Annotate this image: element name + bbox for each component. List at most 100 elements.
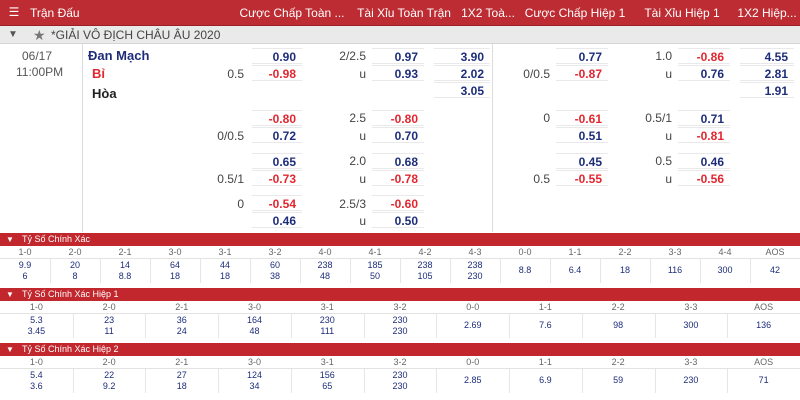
score-odds-home[interactable]: 156: [319, 370, 335, 380]
score-odds-home[interactable]: 164: [247, 315, 263, 325]
score-odds-away[interactable]: 3.45: [27, 326, 46, 336]
score-odds-home[interactable]: 9.9: [18, 260, 32, 270]
score-odds-home[interactable]: 2.85: [463, 375, 482, 385]
ft-ou-over-odds[interactable]: 0.97: [372, 48, 424, 64]
score-odds-home[interactable]: 23: [104, 315, 115, 325]
score-odds-away[interactable]: 230: [392, 326, 408, 336]
score-odds-away[interactable]: 3.6: [30, 381, 43, 391]
score-odds-home[interactable]: 7.6: [539, 320, 552, 330]
alt2-hcp-top[interactable]: 0.65: [252, 153, 302, 169]
score-odds-away[interactable]: 50: [369, 271, 380, 281]
ft-hcp-home-odds[interactable]: 0.90: [252, 48, 302, 64]
score-odds-away[interactable]: 24: [176, 326, 187, 336]
home-team[interactable]: Đan Mạch: [88, 48, 150, 63]
league-row[interactable]: ▼ ★ *GIẢI VÔ ĐỊCH CHÂU ÂU 2020: [0, 26, 800, 44]
score-odds-away[interactable]: 38: [269, 271, 280, 281]
ft-1x2-draw[interactable]: 3.05: [434, 82, 490, 98]
score-odds-home[interactable]: 230: [319, 315, 335, 325]
ft-1x2-home[interactable]: 3.90: [434, 48, 490, 64]
score-odds-away[interactable]: 230: [467, 271, 483, 281]
score-odds-away[interactable]: 11: [104, 326, 114, 336]
score-odds-home[interactable]: 5.3: [30, 315, 43, 325]
score-odds-home[interactable]: 238: [417, 260, 433, 270]
col-ft-overunder[interactable]: Tài Xỉu Toàn Trận: [357, 6, 451, 20]
score-odds-away[interactable]: 111: [320, 326, 335, 336]
score-odds-home[interactable]: 2.69: [463, 320, 482, 330]
score-odds-home[interactable]: 230: [683, 375, 699, 385]
score-odds-home[interactable]: 116: [667, 265, 683, 275]
score-odds-away[interactable]: 105: [417, 271, 433, 281]
col-h1-handicap[interactable]: Cược Chấp Hiệp 1: [524, 6, 626, 20]
score-odds-home[interactable]: 136: [756, 320, 772, 330]
alt1-h1-hcp-bot[interactable]: 0.51: [556, 127, 608, 143]
score-odds-home[interactable]: 27: [176, 370, 187, 380]
score-odds-home[interactable]: 300: [717, 265, 733, 275]
h1-1x2-home[interactable]: 4.55: [740, 48, 794, 64]
score-odds-home[interactable]: 36: [176, 315, 187, 325]
score-odds-home[interactable]: 60: [269, 260, 280, 270]
collapse-chevron-icon[interactable]: ▼: [6, 290, 14, 299]
h1-ou-under-odds[interactable]: 0.76: [678, 65, 730, 81]
alt3-hcp-bot[interactable]: 0.46: [252, 212, 302, 228]
h1-hcp-away-odds[interactable]: -0.87: [556, 65, 608, 81]
score-odds-home[interactable]: 238: [317, 260, 333, 270]
score-odds-home[interactable]: 230: [392, 315, 408, 325]
score-odds-home[interactable]: 59: [613, 375, 624, 385]
score-odds-home[interactable]: 71: [758, 375, 769, 385]
alt2-hcp-bot[interactable]: -0.73: [252, 170, 302, 186]
h1-1x2-draw[interactable]: 1.91: [740, 82, 794, 98]
score-odds-away[interactable]: 230: [392, 381, 408, 391]
score-odds-away[interactable]: 48: [249, 326, 260, 336]
collapse-chevron-icon[interactable]: ▼: [6, 345, 14, 354]
section-header[interactable]: ▼ Tỷ Số Chính Xác Hiệp 1: [0, 288, 800, 301]
alt3-ou-top[interactable]: -0.60: [372, 195, 424, 211]
score-odds-home[interactable]: 5.4: [30, 370, 43, 380]
score-odds-away[interactable]: 18: [219, 271, 230, 281]
col-h1-1x2[interactable]: 1X2 Hiệp...: [737, 6, 797, 20]
score-odds-home[interactable]: 18: [619, 265, 630, 275]
score-odds-away[interactable]: 18: [176, 381, 187, 391]
score-odds-home[interactable]: 42: [769, 265, 780, 275]
alt1-ou-bot[interactable]: 0.70: [372, 127, 424, 143]
alt2-ou-top[interactable]: 0.68: [372, 153, 424, 169]
score-odds-away[interactable]: 18: [169, 271, 180, 281]
alt1-hcp-bot[interactable]: 0.72: [252, 127, 302, 143]
h1-hcp-home-odds[interactable]: 0.77: [556, 48, 608, 64]
score-odds-home[interactable]: 230: [392, 370, 408, 380]
score-odds-home[interactable]: 6.4: [568, 265, 582, 275]
ft-1x2-away[interactable]: 2.02: [434, 65, 490, 81]
alt2-h1-ou-bot[interactable]: -0.56: [678, 170, 730, 186]
score-odds-home[interactable]: 22: [104, 370, 115, 380]
alt1-hcp-top[interactable]: -0.80: [252, 110, 302, 126]
col-ft-handicap[interactable]: Cược Chấp Toàn ...: [239, 6, 345, 20]
col-match[interactable]: Trận Đấu: [30, 6, 80, 20]
h1-1x2-away[interactable]: 2.81: [740, 65, 794, 81]
score-odds-home[interactable]: 238: [467, 260, 483, 270]
col-h1-overunder[interactable]: Tài Xỉu Hiệp 1: [644, 6, 720, 20]
score-odds-away[interactable]: 34: [249, 381, 260, 391]
score-odds-home[interactable]: 300: [683, 320, 699, 330]
collapse-chevron-icon[interactable]: ▼: [8, 29, 18, 40]
alt1-h1-hcp-top[interactable]: -0.61: [556, 110, 608, 126]
score-odds-home[interactable]: 98: [613, 320, 624, 330]
section-header[interactable]: ▼ Tỷ Số Chính Xác Hiệp 2: [0, 343, 800, 356]
alt1-h1-ou-top[interactable]: 0.71: [678, 110, 730, 126]
away-team[interactable]: Bỉ: [92, 66, 105, 81]
alt2-h1-hcp-top[interactable]: 0.45: [556, 153, 608, 169]
score-odds-away[interactable]: 8.8: [118, 271, 132, 281]
alt2-h1-hcp-bot[interactable]: -0.55: [556, 170, 608, 186]
score-odds-home[interactable]: 124: [247, 370, 263, 380]
score-odds-home[interactable]: 6.9: [539, 375, 552, 385]
score-odds-home[interactable]: 64: [169, 260, 180, 270]
score-odds-away[interactable]: 48: [319, 271, 330, 281]
favorite-star-icon[interactable]: ★: [33, 27, 46, 43]
alt2-ou-bot[interactable]: -0.78: [372, 170, 424, 186]
alt3-hcp-top[interactable]: -0.54: [252, 195, 302, 211]
score-odds-home[interactable]: 20: [69, 260, 80, 270]
h1-ou-over-odds[interactable]: -0.86: [678, 48, 730, 64]
score-odds-away[interactable]: 8: [72, 271, 78, 281]
ft-hcp-away-odds[interactable]: -0.98: [252, 65, 302, 81]
collapse-chevron-icon[interactable]: ▼: [6, 235, 14, 244]
alt2-h1-ou-top[interactable]: 0.46: [678, 153, 730, 169]
alt1-h1-ou-bot[interactable]: -0.81: [678, 127, 730, 143]
